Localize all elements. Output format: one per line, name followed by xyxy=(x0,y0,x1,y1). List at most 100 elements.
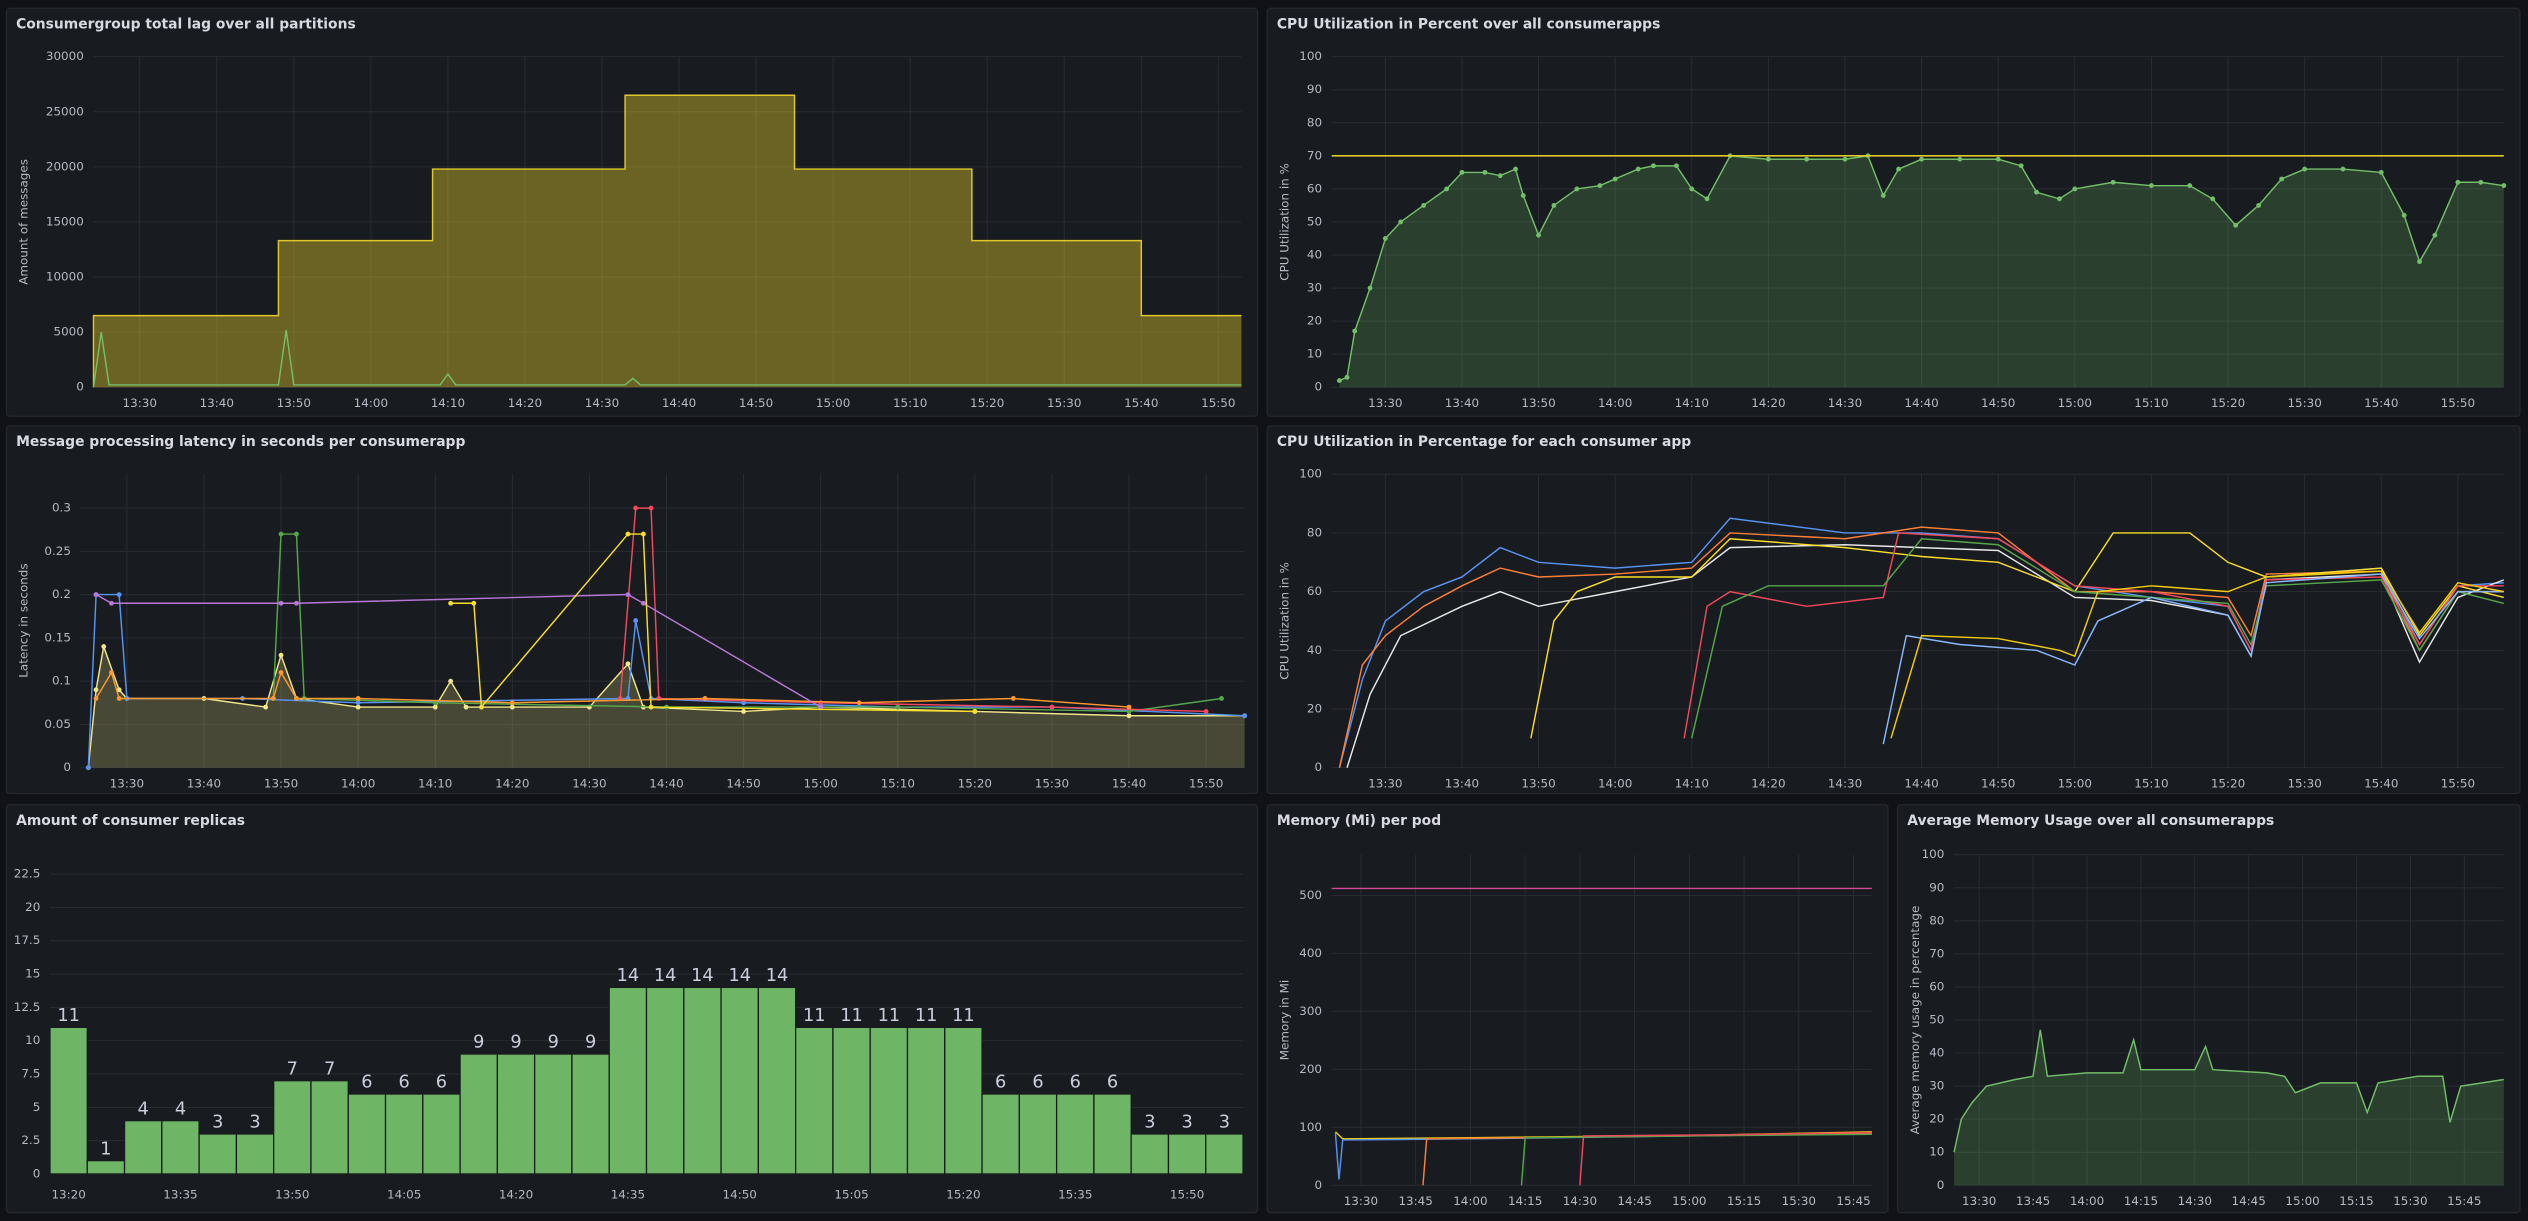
y-tick-label: 400 xyxy=(1299,946,1322,960)
data-point xyxy=(355,696,361,701)
bar xyxy=(1055,1093,1095,1175)
y-tick-label: 70 xyxy=(1307,148,1322,162)
x-tick-label: 14:00 xyxy=(341,776,375,790)
data-point xyxy=(1674,163,1679,169)
data-point xyxy=(1421,203,1427,208)
x-tick-label: 14:10 xyxy=(1675,776,1709,790)
data-point xyxy=(2417,259,2422,265)
data-point xyxy=(1536,232,1541,238)
panel-title: Amount of consumer replicas xyxy=(16,813,245,829)
x-tick-label: 15:35 xyxy=(1058,1187,1092,1201)
x-tick-label: 15:40 xyxy=(2364,396,2398,410)
y-axis-label: Amount of messages xyxy=(17,159,31,285)
bar xyxy=(571,1053,610,1175)
y-tick-label: 100 xyxy=(1922,847,1945,861)
x-tick-label: 13:30 xyxy=(110,776,144,790)
x-tick-label: 13:30 xyxy=(1344,1194,1378,1208)
bar-value-label: 7 xyxy=(324,1059,335,1079)
area-fill xyxy=(1954,1029,2504,1186)
bar-value-label: 6 xyxy=(436,1073,447,1093)
x-tick-label: 15:20 xyxy=(2211,396,2245,410)
y-tick-label: 10 xyxy=(25,1033,40,1047)
data-point xyxy=(1344,374,1350,380)
bar-value-label: 9 xyxy=(473,1033,484,1053)
y-tick-label: 0 xyxy=(1937,1178,1945,1192)
bar-value-label: 14 xyxy=(728,966,751,986)
x-tick-label: 15:15 xyxy=(2339,1194,2373,1208)
x-tick-label: 14:15 xyxy=(1508,1194,1542,1208)
x-tick-label: 15:00 xyxy=(2058,776,2092,790)
y-tick-label: 0 xyxy=(33,1166,41,1180)
y-tick-label: 20 xyxy=(1307,314,1322,328)
area-fill xyxy=(88,646,1245,768)
bar-value-label: 3 xyxy=(249,1113,260,1133)
series-line xyxy=(1579,1131,1872,1186)
data-point xyxy=(633,505,639,511)
y-tick-label: 22.5 xyxy=(14,867,41,881)
panel xyxy=(1266,804,1889,1214)
data-point xyxy=(1612,176,1618,182)
bar xyxy=(720,986,760,1175)
bar-value-label: 3 xyxy=(1144,1113,1155,1133)
bar-value-label: 14 xyxy=(691,966,714,986)
data-point xyxy=(1597,183,1603,189)
panel-title: Consumergroup total lag over all partiti… xyxy=(16,16,356,32)
bar-value-label: 11 xyxy=(915,1006,938,1026)
bar xyxy=(794,1026,834,1175)
x-tick-label: 14:15 xyxy=(2124,1194,2158,1208)
panel-title: CPU Utilization in Percent over all cons… xyxy=(1277,16,1660,32)
x-tick-label: 14:30 xyxy=(585,396,619,410)
x-tick-label: 14:40 xyxy=(1904,396,1938,410)
panel xyxy=(1266,425,2521,795)
x-tick-label: 15:10 xyxy=(881,776,915,790)
y-tick-label: 15000 xyxy=(46,214,84,228)
bar-value-label: 6 xyxy=(1107,1073,1118,1093)
y-tick-label: 20000 xyxy=(46,159,84,173)
data-point xyxy=(1444,186,1450,192)
data-point xyxy=(1551,203,1557,208)
data-point xyxy=(1513,166,1518,172)
data-point xyxy=(2432,232,2438,238)
x-tick-label: 13:50 xyxy=(277,396,311,410)
x-tick-label: 14:20 xyxy=(495,776,529,790)
y-axis-label: Memory in Mi xyxy=(1277,980,1291,1061)
data-point xyxy=(270,696,276,701)
x-tick-label: 15:50 xyxy=(1170,1187,1204,1201)
data-point xyxy=(509,704,515,710)
data-point xyxy=(1842,156,1848,162)
data-point xyxy=(509,700,515,706)
bar xyxy=(86,1160,126,1175)
y-tick-label: 0 xyxy=(1314,760,1322,774)
y-tick-label: 0.2 xyxy=(52,587,71,601)
y-tick-label: 60 xyxy=(1307,584,1322,598)
bar xyxy=(534,1053,573,1175)
x-tick-label: 14:20 xyxy=(499,1187,533,1201)
x-tick-label: 13:40 xyxy=(1445,396,1479,410)
bar xyxy=(1167,1133,1207,1175)
y-tick-label: 40 xyxy=(1307,248,1322,262)
data-point xyxy=(2187,183,2193,189)
data-point xyxy=(2279,176,2285,182)
x-tick-label: 14:20 xyxy=(1751,776,1785,790)
x-tick-label: 15:00 xyxy=(803,776,837,790)
y-tick-label: 0.25 xyxy=(44,544,71,558)
data-point xyxy=(2302,166,2308,172)
data-point xyxy=(2110,179,2116,185)
data-point xyxy=(1804,156,1810,162)
bar-value-label: 9 xyxy=(548,1033,559,1053)
data-point xyxy=(1574,186,1580,192)
data-point xyxy=(355,704,361,710)
y-tick-label: 30 xyxy=(1307,281,1322,295)
y-tick-label: 300 xyxy=(1299,1004,1322,1018)
bar xyxy=(422,1093,461,1175)
data-point xyxy=(625,592,631,598)
data-point xyxy=(2149,183,2154,189)
x-tick-label: 15:00 xyxy=(2285,1194,2319,1208)
bar xyxy=(832,1026,871,1175)
x-tick-label: 14:45 xyxy=(2232,1194,2266,1208)
x-tick-label: 14:10 xyxy=(418,776,452,790)
data-point xyxy=(1497,173,1503,179)
bar xyxy=(123,1120,163,1175)
bar-value-label: 11 xyxy=(878,1006,901,1026)
